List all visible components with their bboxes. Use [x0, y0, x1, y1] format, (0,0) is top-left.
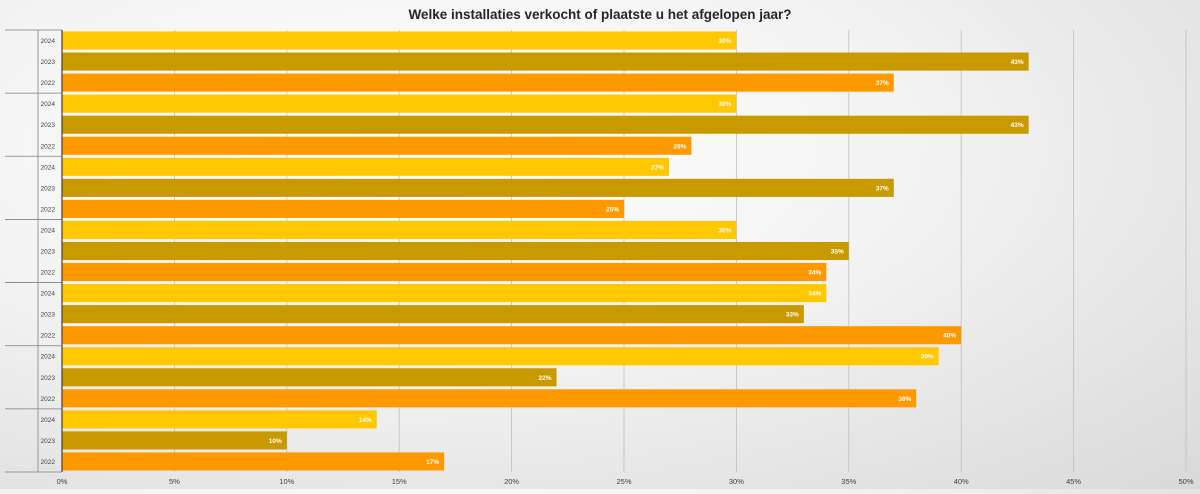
x-tick-label: 20% — [504, 477, 519, 486]
data-label: 10% — [269, 438, 282, 445]
x-tick-label: 50% — [1178, 477, 1193, 486]
data-label: 39% — [921, 354, 934, 361]
bar — [62, 410, 377, 429]
data-label: 34% — [808, 291, 821, 298]
year-tick-label: 2023 — [41, 122, 56, 129]
year-tick-label: 2023 — [41, 438, 56, 445]
year-tick-label: 2024 — [41, 101, 56, 108]
data-label: 40% — [943, 333, 956, 340]
year-tick-label: 2022 — [41, 333, 56, 340]
data-label: 25% — [606, 206, 619, 213]
data-label: 17% — [426, 459, 439, 466]
year-tick-label: 2024 — [41, 291, 56, 298]
data-label: 43% — [1011, 122, 1024, 129]
year-tick-label: 2022 — [41, 270, 56, 277]
year-tick-label: 2024 — [41, 164, 56, 171]
chart-title: Welke installaties verkocht of plaatste … — [408, 7, 791, 22]
data-label: 33% — [786, 312, 799, 319]
x-tick-label: 15% — [392, 477, 407, 486]
year-tick-label: 2023 — [41, 249, 56, 256]
bar — [62, 305, 804, 324]
bar — [62, 220, 737, 240]
year-tick-label: 2023 — [41, 59, 56, 66]
x-tick-label: 5% — [169, 477, 180, 486]
data-label: 37% — [876, 185, 889, 192]
bar — [62, 347, 939, 366]
bar — [62, 241, 849, 261]
year-tick-label: 2022 — [41, 206, 56, 213]
bar — [62, 178, 894, 197]
year-tick-label: 2022 — [41, 143, 56, 150]
x-tick-label: 0% — [57, 477, 68, 486]
data-label: 30% — [718, 38, 731, 45]
year-tick-label: 2024 — [41, 227, 56, 234]
x-tick-label: 30% — [729, 477, 744, 486]
axes: 0% 5% 10% 15% 20% 25% 30% 35% 40% 45% 50% 2024 2023 2… — [5, 29, 1194, 486]
bar — [62, 157, 669, 176]
x-tick-label: 45% — [1066, 477, 1081, 486]
x-tick-label: 40% — [954, 477, 969, 486]
data-label: 28% — [673, 143, 686, 150]
bar — [62, 368, 557, 387]
bar — [62, 452, 445, 471]
x-tick-label: 35% — [841, 477, 856, 486]
bar — [62, 326, 962, 345]
bar — [62, 199, 624, 218]
data-label: 43% — [1011, 59, 1024, 66]
x-tick-label: 25% — [616, 477, 631, 486]
bar — [62, 284, 827, 303]
year-tick-label: 2023 — [41, 375, 56, 382]
bar — [62, 73, 894, 92]
bar — [62, 31, 737, 50]
bar — [62, 115, 1029, 134]
bar — [62, 262, 827, 282]
data-label: 35% — [831, 249, 844, 256]
data-label: 37% — [876, 80, 889, 87]
bar — [62, 94, 737, 113]
data-label: 22% — [539, 375, 552, 382]
data-label: 30% — [718, 227, 731, 234]
data-label: 27% — [651, 164, 664, 171]
year-tick-label: 2022 — [41, 80, 56, 87]
year-tick-label: 2023 — [41, 312, 56, 319]
year-tick-label: 2024 — [41, 38, 56, 45]
year-tick-label: 2022 — [41, 396, 56, 403]
year-tick-label: 2024 — [41, 354, 56, 361]
year-tick-label: 2023 — [41, 185, 56, 192]
data-label: 38% — [898, 396, 911, 403]
x-tick-label: 10% — [279, 477, 294, 486]
data-label: 34% — [808, 270, 821, 277]
bar — [62, 52, 1029, 71]
data-label: 14% — [359, 417, 372, 424]
bar — [62, 389, 917, 408]
bar — [62, 136, 692, 155]
bar — [62, 431, 287, 450]
year-tick-label: 2022 — [41, 459, 56, 466]
bars: 30% 43% 37% 30% 43% 28% 27% 37% 25% 30% 35% 34% 34% 3… — [62, 31, 1029, 471]
data-label: 30% — [718, 101, 731, 108]
year-tick-label: 2024 — [41, 417, 56, 424]
